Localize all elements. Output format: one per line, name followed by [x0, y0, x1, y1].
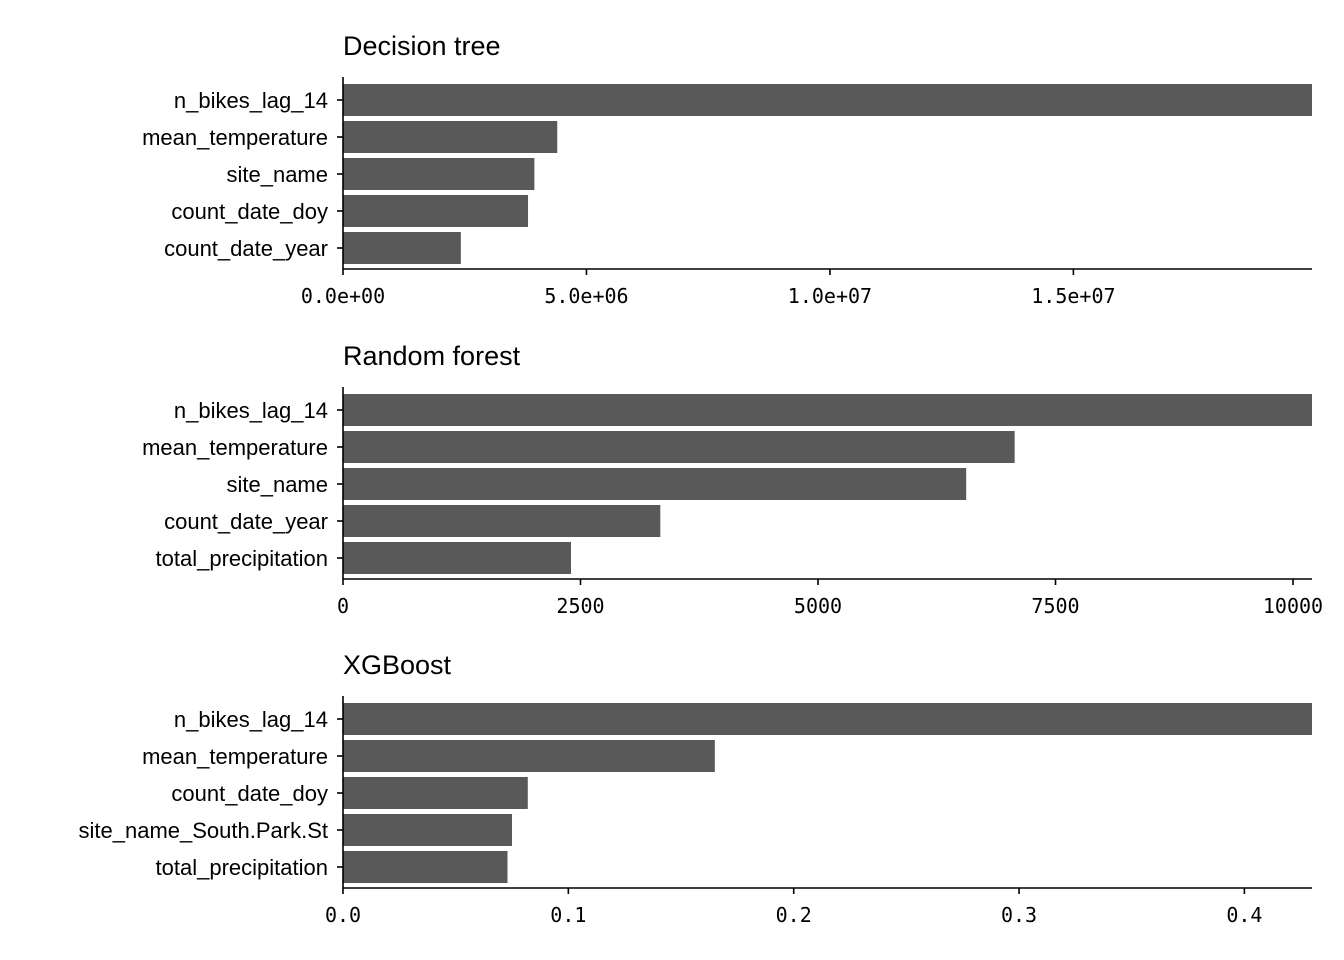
category-label: mean_temperature	[142, 435, 328, 460]
bar-4	[343, 814, 513, 846]
bar-3	[343, 777, 528, 809]
panel-title: Decision tree	[343, 31, 501, 61]
x-tick-label: 1.5e+07	[1031, 284, 1115, 308]
category-label: site_name_South.Park.St	[79, 818, 328, 843]
bar-1	[343, 394, 1312, 426]
bar-5	[343, 542, 571, 574]
category-label: n_bikes_lag_14	[174, 707, 328, 732]
bar-3	[343, 158, 535, 190]
bar-5	[343, 232, 461, 264]
x-tick-label: 0.0e+00	[301, 284, 385, 308]
x-tick-label: 7500	[1031, 594, 1079, 618]
bar-5	[343, 851, 508, 883]
category-label: site_name	[226, 472, 328, 497]
bar-2	[343, 740, 715, 772]
category-label: count_date_doy	[171, 781, 328, 806]
panel-title: XGBoost	[343, 650, 452, 680]
category-label: count_date_doy	[171, 199, 328, 224]
bar-3	[343, 468, 967, 500]
category-label: mean_temperature	[142, 125, 328, 150]
bar-4	[343, 505, 661, 537]
x-tick-label: 10000	[1263, 594, 1323, 618]
x-tick-label: 0	[337, 594, 349, 618]
x-tick-label: 1.0e+07	[788, 284, 872, 308]
x-tick-label: 0.1	[550, 903, 586, 927]
bar-4	[343, 195, 529, 227]
x-tick-label: 5000	[794, 594, 842, 618]
category-label: total_precipitation	[156, 855, 328, 880]
x-tick-label: 5.0e+06	[544, 284, 628, 308]
category-label: total_precipitation	[156, 546, 328, 571]
category-label: mean_temperature	[142, 744, 328, 769]
category-label: site_name	[226, 162, 328, 187]
x-tick-label: 0.3	[1001, 903, 1037, 927]
bar-1	[343, 84, 1312, 116]
panel-title: Random forest	[343, 341, 521, 371]
category-label: n_bikes_lag_14	[174, 88, 328, 113]
category-label: count_date_year	[164, 509, 328, 534]
x-tick-label: 2500	[556, 594, 604, 618]
panel-2: Random forest n_bikes_lag_14 mean_temperat…	[142, 341, 1323, 618]
x-tick-label: 0.0	[325, 903, 361, 927]
category-label: count_date_year	[164, 236, 328, 261]
x-tick-label: 0.4	[1226, 903, 1262, 927]
panel-1: Decision tree n_bikes_lag_14 mean_temperat…	[142, 31, 1312, 308]
x-tick-label: 0.2	[776, 903, 812, 927]
bar-2	[343, 121, 558, 153]
panel-3: XGBoost n_bikes_lag_14 mean_temperaturecou…	[79, 650, 1312, 927]
bar-2	[343, 431, 1015, 463]
bar-1	[343, 703, 1312, 735]
category-label: n_bikes_lag_14	[174, 398, 328, 423]
